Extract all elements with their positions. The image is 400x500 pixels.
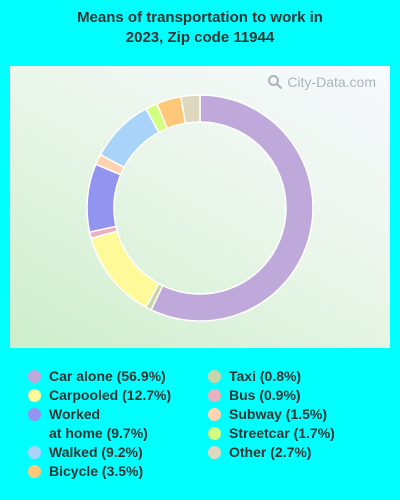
slice-car-alone [150,94,314,322]
legend-swatch [28,389,41,402]
watermark: City-Data.com [267,74,376,90]
legend-swatch [208,427,221,440]
legend-item-taxi: Taxi (0.8%) [208,367,301,386]
magnifier-icon [268,75,283,90]
legend-label: Bicycle (3.5%) [49,463,144,479]
legend-swatch [208,446,221,459]
legend-label: Streetcar (1.7%) [229,425,335,441]
watermark-text: City-Data.com [287,74,376,90]
legend-label: Worked at home (9.7%) [49,406,148,441]
legend-swatch [28,370,41,383]
donut-chart [86,94,314,322]
chart-title-line-2: 2023, Zip code 11944 [125,29,275,46]
legend-item-other: Other (2.7%) [208,443,311,462]
legend-label: Bus (0.9%) [229,387,301,403]
legend-item-worked-at-home: Worked at home (9.7%) [28,405,148,443]
chart-title-line-1: Means of transportation to work in [77,9,323,26]
legend-item-bus: Bus (0.9%) [208,386,301,405]
legend-swatch [208,370,221,383]
legend-swatch [208,389,221,402]
legend-item-car-alone: Car alone (56.9%) [28,367,166,386]
legend-label: Subway (1.5%) [229,406,328,422]
slice-other [179,94,201,125]
legend-swatch [28,446,41,459]
legend-swatch [28,465,41,478]
legend-item-streetcar: Streetcar (1.7%) [208,424,335,443]
slice-worked-at-home [86,163,122,233]
legend-item-bicycle: Bicycle (3.5%) [28,462,143,481]
legend-item-subway: Subway (1.5%) [208,405,327,424]
legend-label: Taxi (0.8%) [229,368,302,384]
chart-title: Means of transportation to work in 2023,… [0,8,400,48]
legend-swatch [208,408,221,421]
legend-label: Other (2.7%) [229,444,312,460]
slice-carpooled [90,230,160,309]
legend-label: Walked (9.2%) [49,444,143,460]
legend-item-walked: Walked (9.2%) [28,443,143,462]
plot-area: City-Data.com [10,66,390,348]
legend-swatch [28,408,41,421]
legend: Car alone (56.9%) Carpooled (12.7%) Worked… [0,360,400,490]
legend-label: Carpooled (12.7%) [49,387,172,403]
legend-label: Car alone (56.9%) [49,368,166,384]
legend-item-carpooled: Carpooled (12.7%) [28,386,171,405]
